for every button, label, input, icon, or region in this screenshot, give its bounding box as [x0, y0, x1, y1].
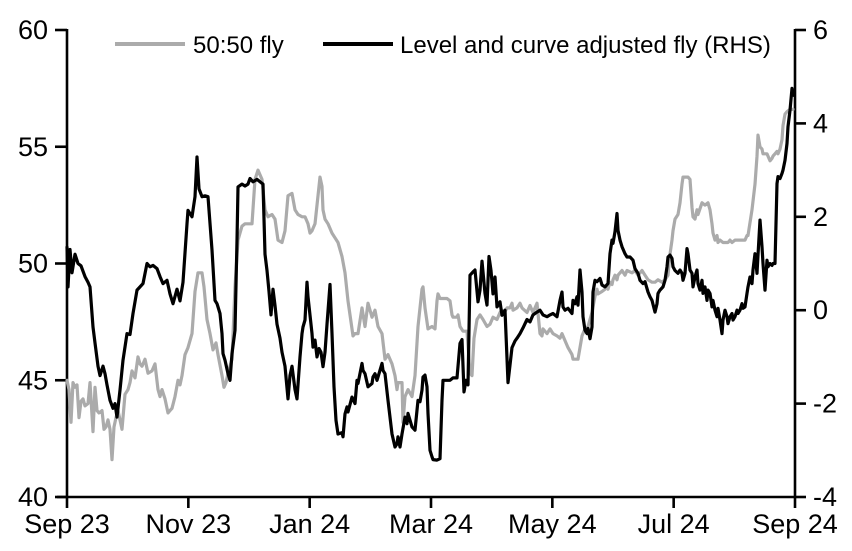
legend-label-level-curve-fly: Level and curve adjusted fly (RHS) [400, 32, 771, 59]
right-axis-tick-label: 0 [813, 295, 828, 325]
x-axis-tick-label: Sep 23 [24, 509, 110, 539]
right-axis-tick-label: -4 [813, 482, 837, 512]
series-line-5050-fly [65, 107, 795, 462]
right-axis-tick-label: 2 [813, 202, 828, 232]
x-axis-tick-label: Sep 24 [752, 509, 838, 539]
x-axis-tick-label: Jul 24 [638, 509, 710, 539]
x-axis-tick-label: May 24 [508, 509, 597, 539]
x-axis-tick-label: Jan 24 [269, 509, 350, 539]
series-line-level-curve-adjusted-fly [65, 86, 796, 462]
left-axis-tick-label: 60 [18, 15, 48, 45]
left-axis-tick-label: 55 [18, 132, 48, 162]
right-axis-tick-label: 6 [813, 15, 828, 45]
axes-layer: 60 55 50 45 40 6 4 2 0 -2 -4 Sep 23 Nov 23 Jan 24 Mar … [18, 15, 838, 539]
x-axis-tick-label: Nov 23 [146, 509, 232, 539]
left-axis-tick-label: 50 [18, 249, 48, 279]
series-layer [65, 86, 796, 462]
legend-label-5050-fly: 50:50 fly [193, 32, 284, 59]
x-axis-tick-label: Mar 24 [389, 509, 473, 539]
legend: 50:50 fly Level and curve adjusted fly (… [115, 32, 771, 59]
left-axis-tick-label: 45 [18, 365, 48, 395]
left-axis-tick-label: 40 [18, 482, 48, 512]
right-axis-tick-label: -2 [813, 389, 837, 419]
right-axis-tick-label: 4 [813, 108, 828, 138]
